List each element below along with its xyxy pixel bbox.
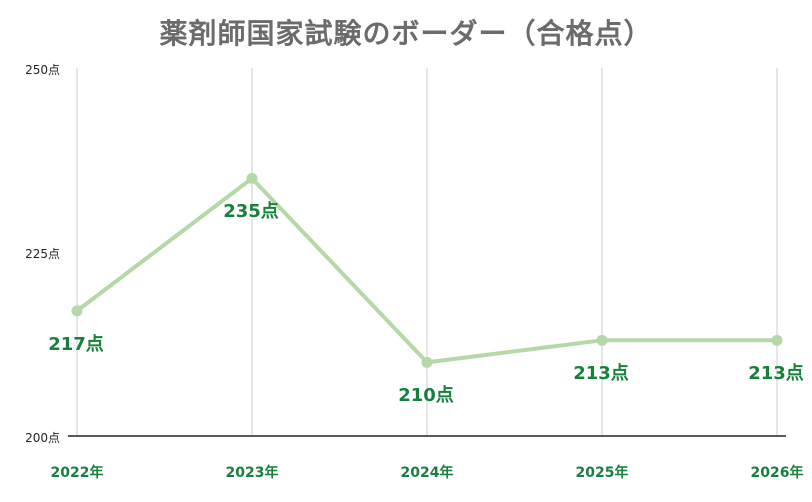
data-label: 235点	[223, 201, 279, 222]
x-tick-label: 2025年	[575, 465, 629, 481]
data-point-marker	[246, 172, 258, 184]
chart-title: 薬剤師国家試験のボーダー（合格点）	[159, 17, 653, 50]
data-label: 213点	[573, 363, 629, 384]
y-tick-label: 200点	[25, 431, 60, 445]
vertical-gridlines	[76, 68, 778, 436]
x-tick-label: 2022年	[50, 465, 104, 481]
data-label: 210点	[398, 385, 454, 406]
series-markers	[71, 172, 783, 368]
data-point-marker	[71, 305, 83, 317]
data-label: 213点	[748, 363, 804, 384]
data-point-marker	[421, 356, 433, 368]
y-tick-label: 225点	[25, 247, 60, 261]
data-point-marker	[771, 334, 783, 346]
x-tick-label: 2024年	[400, 465, 454, 481]
data-point-marker	[596, 334, 608, 346]
x-tick-label: 2026年	[750, 465, 804, 481]
y-tick-label: 250点	[25, 63, 60, 77]
data-label: 217点	[48, 334, 104, 355]
x-tick-label: 2023年	[225, 465, 279, 481]
